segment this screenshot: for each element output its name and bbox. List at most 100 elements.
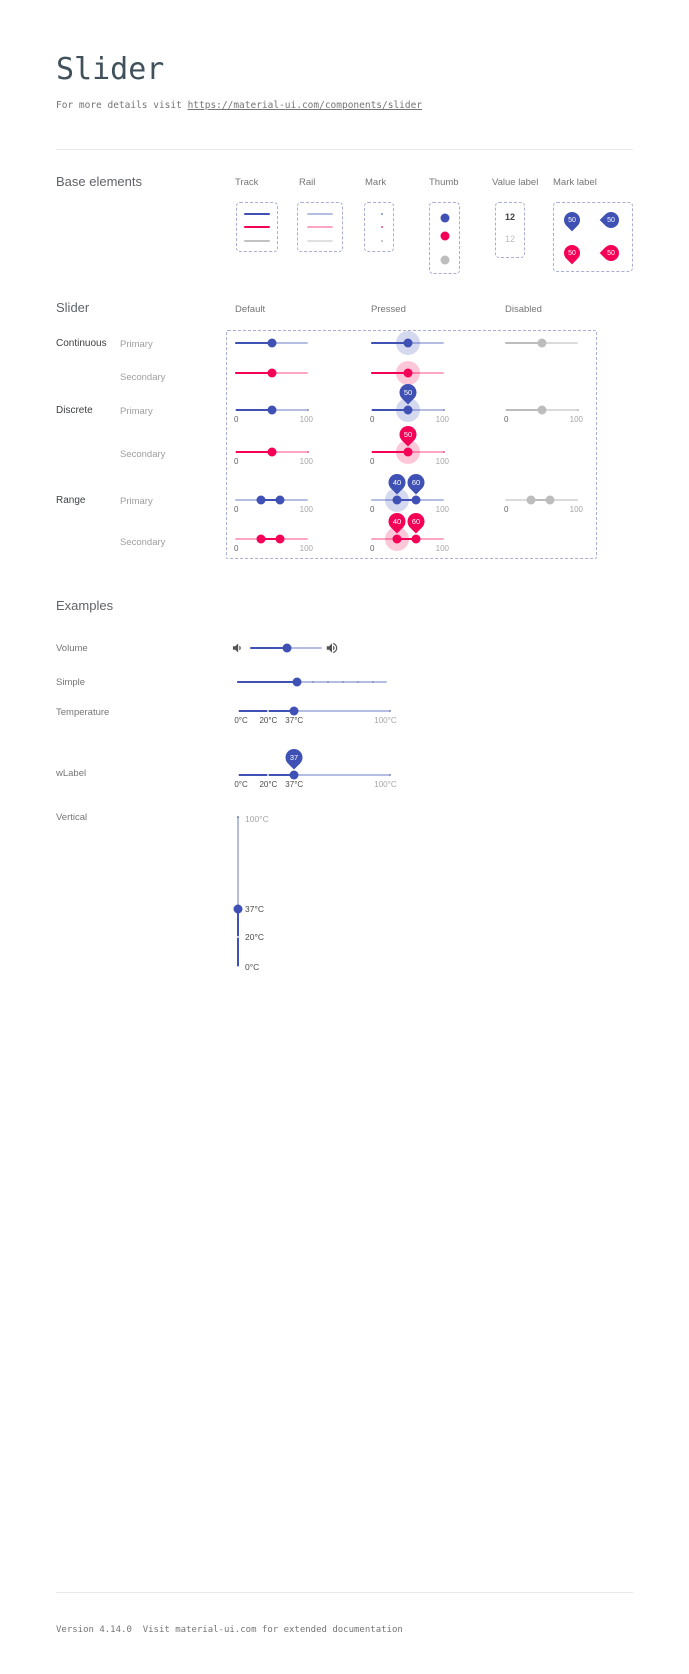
slider-thumb[interactable] — [289, 770, 299, 780]
slider-thumb-low[interactable] — [256, 495, 266, 505]
slider-wlabel[interactable]: 37 0°C 20°C 37°C 100°C — [234, 745, 397, 789]
slider-section-heading: Slider — [56, 300, 90, 315]
slider-mark — [234, 451, 236, 453]
example-label-vertical: Vertical — [56, 812, 88, 823]
slider-thumb[interactable] — [403, 405, 412, 415]
slider-mark — [237, 774, 239, 776]
slider-vertical[interactable]: 100°C 37°C 20°C 0°C — [233, 814, 269, 972]
slider-range-secondary-default[interactable]: 0 100 — [234, 534, 313, 553]
mark-secondary — [381, 226, 383, 228]
mark-label-0c: 0°C — [234, 716, 248, 725]
slider-thumb[interactable] — [267, 338, 276, 348]
slider-thumb-high[interactable] — [275, 534, 285, 544]
slider-volume[interactable] — [250, 643, 322, 653]
rail-disabled — [307, 240, 333, 242]
column-header-thumb: Thumb — [429, 177, 459, 188]
slider-thumb[interactable] — [403, 338, 412, 348]
slider-thumb-high[interactable] — [275, 495, 285, 505]
slider-thumb[interactable] — [403, 368, 412, 378]
slider-discrete-secondary-default[interactable]: 0 100 — [234, 447, 313, 466]
mark-primary — [381, 213, 383, 215]
scale-max-label: 100 — [435, 544, 449, 553]
footer-text: Version 4.14.0 Visit material-ui.com for… — [56, 1625, 403, 1635]
volume-down-icon — [232, 643, 241, 653]
slider-continuous-secondary-pressed[interactable] — [371, 361, 444, 385]
slider-rail — [237, 681, 387, 683]
mark-sample-box — [364, 202, 394, 252]
rail-secondary — [307, 226, 333, 228]
track-sample-box — [236, 202, 278, 252]
column-header-mark-label: Mark label — [553, 177, 597, 188]
slider-thumb — [537, 405, 546, 415]
slider-thumb[interactable] — [292, 677, 302, 687]
slider-thumb-high[interactable] — [411, 495, 421, 505]
column-header-track: Track — [235, 177, 259, 188]
slider-thumb[interactable] — [267, 405, 276, 415]
scale-max-label: 100 — [299, 415, 313, 424]
slider-range-primary-disabled: 0 100 — [504, 495, 583, 514]
slider-thumb-low[interactable] — [392, 495, 402, 505]
volume-up-icon — [326, 642, 338, 654]
slider-discrete-primary-default[interactable]: 0 100 — [234, 405, 313, 424]
scale-min-label: 0 — [370, 544, 375, 553]
mark-label-0c: 0°C — [234, 780, 248, 789]
value-label-active: 12 — [504, 212, 515, 222]
column-header-pressed: Pressed — [371, 304, 406, 315]
thumb-secondary — [440, 231, 450, 241]
variant-label-range-secondary: Secondary — [120, 537, 166, 548]
mark-label-pin-primary-left: 50 — [599, 208, 623, 232]
slider-range-primary-default[interactable]: 0 100 — [234, 495, 313, 514]
slider-range-secondary-pressed[interactable]: 40 60 0 100 — [370, 509, 449, 553]
slider-track — [235, 372, 272, 374]
mark-label-37c: 37°C — [285, 780, 304, 789]
value-label-balloon-low: 40 — [384, 509, 409, 534]
mark-label-pin-secondary-down: 50 — [560, 241, 584, 265]
example-label-wlabel: wLabel — [56, 768, 87, 779]
slider-track — [235, 342, 272, 344]
slider-mark — [237, 710, 239, 712]
slider-thumb[interactable] — [267, 447, 276, 457]
slider-mark — [370, 451, 372, 453]
scale-max-label: 100 — [299, 544, 313, 553]
column-header-mark: Mark — [365, 177, 387, 188]
slider-thumb-high[interactable] — [411, 534, 421, 544]
slider-thumb[interactable] — [267, 368, 276, 378]
slider-thumb-low[interactable] — [256, 534, 266, 544]
slider-mark — [234, 409, 236, 411]
mark-label-20c: 20°C — [259, 716, 278, 725]
slider-track — [237, 681, 297, 683]
column-header-rail: Rail — [299, 177, 316, 188]
slider-discrete-secondary-pressed[interactable]: 50 0 100 — [370, 422, 449, 466]
slider-thumb[interactable] — [289, 706, 299, 716]
slider-discrete-primary-pressed[interactable]: 50 0 100 — [370, 380, 449, 424]
column-header-value-label: Value label — [492, 177, 539, 188]
slider-mark — [389, 774, 391, 776]
slider-thumb-low — [526, 495, 536, 505]
slider-thumb[interactable] — [233, 904, 243, 913]
mark-label-37c: 37°C — [285, 716, 304, 725]
rail-sample-box — [297, 202, 343, 252]
mark-label-pin-primary-down: 50 — [560, 208, 584, 232]
slider-continuous-secondary-default[interactable] — [235, 368, 308, 378]
mark-label-pin-secondary-left: 50 — [599, 241, 623, 265]
slider-continuous-primary-pressed[interactable] — [371, 331, 444, 355]
slider-track — [505, 409, 542, 411]
slider-thumb-low[interactable] — [392, 534, 402, 544]
slider-simple[interactable] — [237, 677, 387, 687]
thumb-primary — [440, 213, 450, 223]
scale-max-label: 100 — [435, 415, 449, 424]
slider-track — [396, 499, 417, 501]
slider-marks — [237, 681, 387, 683]
slider-rail — [237, 817, 239, 967]
slider-thumb[interactable] — [403, 447, 412, 457]
base-elements-heading: Base elements — [56, 174, 142, 189]
slider-track — [371, 451, 408, 453]
slider-thumb[interactable] — [282, 643, 292, 653]
slider-continuous-primary-default[interactable] — [235, 338, 308, 348]
docs-link[interactable]: https://material-ui.com/components/slide… — [187, 100, 423, 111]
slider-temperature[interactable]: 0°C 20°C 37°C 100°C — [234, 706, 397, 725]
slider-range-primary-pressed[interactable]: 40 60 0 100 — [370, 470, 449, 514]
slider-track — [371, 342, 408, 344]
variant-label-discrete-primary: Primary — [120, 406, 153, 417]
page-title: Slider — [56, 52, 165, 87]
